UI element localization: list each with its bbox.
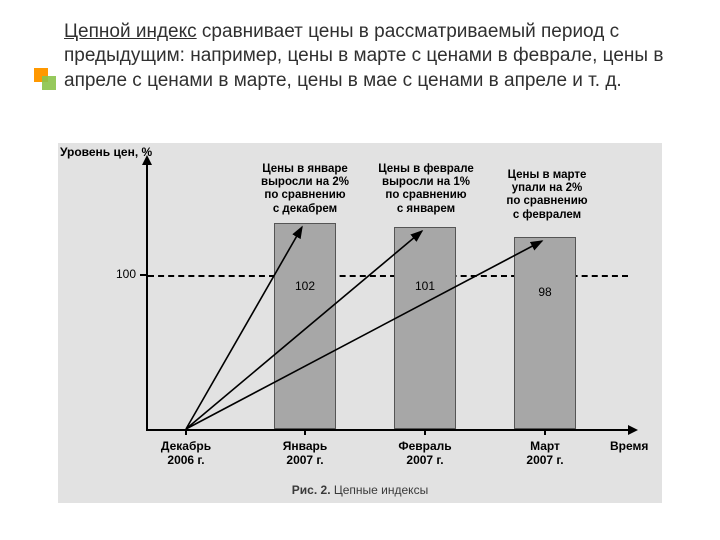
y-tick-mark [140, 274, 146, 276]
slide-accent [34, 68, 56, 90]
bar-jan [274, 223, 336, 429]
bar-mar [514, 237, 576, 429]
y-tick-100: 100 [116, 267, 136, 281]
xlabel-mar: Март 2007 г. [500, 439, 590, 467]
bar-jan-value: 102 [275, 279, 335, 293]
slide-title: Цепной индекс сравнивает цены в рассматр… [64, 20, 664, 93]
y-axis-label: Уровень цен, % [60, 145, 152, 159]
y-axis [146, 163, 148, 429]
annot-mar: Цены в марте упали на 2% по сравнению с … [498, 169, 596, 222]
chain-index-chart: Уровень цен, % 100 102 101 98 Цены в янв… [58, 143, 662, 503]
xlabel-feb: Февраль 2007 г. [380, 439, 470, 467]
y-axis-arrow-icon [142, 155, 152, 165]
annot-jan: Цены в январе выросли на 2% по сравнению… [255, 163, 355, 216]
xlabel-dec: Декабрь 2006 г. [141, 439, 231, 467]
bar-feb [394, 227, 456, 429]
x-axis-arrow-icon [628, 425, 638, 435]
title-underlined: Цепной индекс [64, 21, 197, 42]
xlabel-jan: Январь 2007 г. [260, 439, 350, 467]
bar-feb-value: 101 [395, 279, 455, 293]
caption-rest: Цепные индексы [331, 483, 429, 497]
chart-caption: Рис. 2. Цепные индексы [58, 483, 662, 497]
caption-bold: Рис. 2. [292, 483, 331, 497]
bar-mar-value: 98 [515, 285, 575, 299]
annot-feb: Цены в феврале выросли на 1% по сравнени… [373, 163, 479, 216]
x-axis-label: Время [610, 439, 648, 453]
x-axis [146, 429, 630, 431]
